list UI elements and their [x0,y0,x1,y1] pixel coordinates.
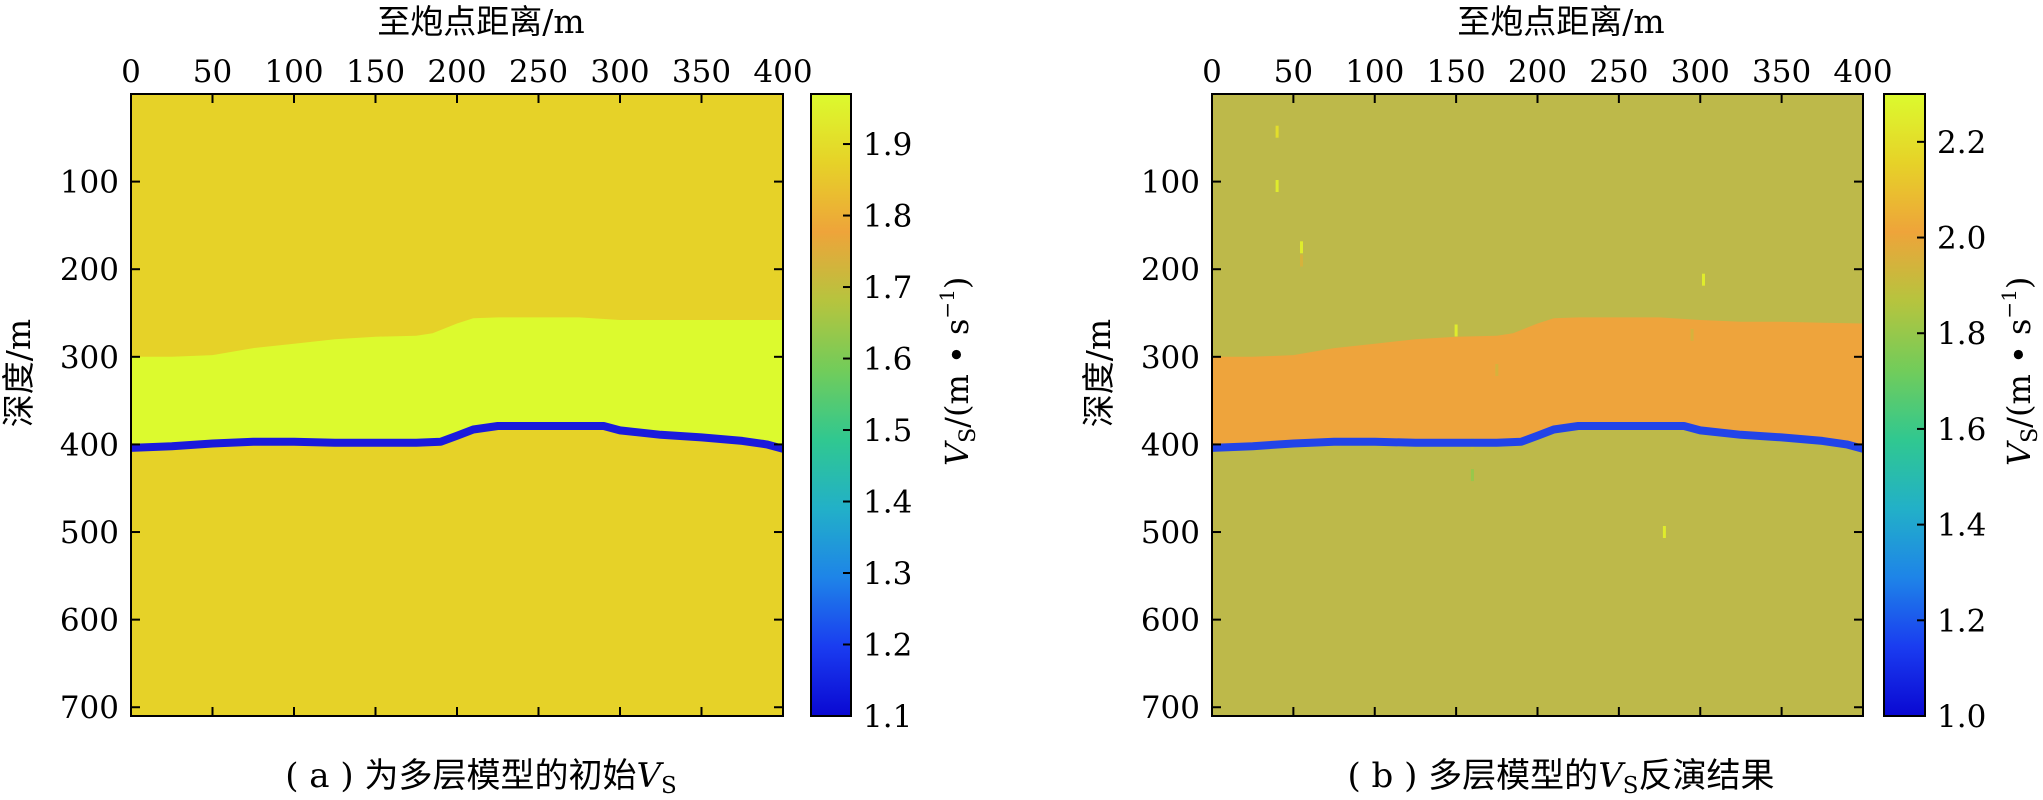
colorbar-b [1883,93,1926,717]
low-velocity-line [1211,422,1865,453]
y-tick-label: 500 [60,515,119,551]
plot-area-a [130,93,785,717]
x-tick-label: 150 [346,54,405,90]
y-tick-label: 400 [60,427,119,463]
x-tick-label: 0 [121,54,141,90]
x-tick-label: 200 [1508,54,1567,90]
inversion-artifact [1702,273,1705,286]
colorbar-ticks-b: 1.0 1.2 1.4 1.6 1.8 2.0 2.2 [1917,125,1986,735]
colorbar-tick-label: 1.1 [863,699,912,735]
colorbar-label-a: VS/(m • s−1) [935,277,981,466]
x-tick-label: 50 [193,54,232,90]
inversion-artifact [1454,324,1458,337]
y-axis-title: 深度/m [0,319,38,427]
colorbar-tick-label: 1.4 [863,485,912,521]
colorbar-ticks-a: 1.1 1.2 1.3 1.4 1.5 1.6 1.7 1.8 1.9 [843,127,912,735]
x-tick-label: 350 [672,54,731,90]
x-tick-label: 400 [753,54,812,90]
x-tick-label: 300 [590,54,649,90]
inversion-artifact [1300,241,1303,254]
x-tick-label: 100 [264,54,323,90]
x-tick-label: 150 [1427,54,1486,90]
colorbar-tick-label: 1.6 [863,342,912,378]
x-ticks-b: 0 50 100 150 200 250 300 350 400 [1202,54,1893,716]
colorbar-tick-label: 1.6 [1937,412,1986,448]
colorbar-tick-label: 2.0 [1937,221,1986,257]
y-tick-label: 400 [1141,427,1200,463]
y-tick-label: 100 [1141,165,1200,201]
plot-area-b [1211,93,1865,717]
caption-b: ( b ) 多层模型的VS反演结果 [1347,756,1774,799]
inversion-artifact [1495,364,1499,376]
x-tick-label: 250 [509,54,568,90]
x-axis-title: 至炮点距离/m [377,2,584,41]
y-tick-label: 200 [1141,252,1200,288]
x-tick-label: 200 [427,54,486,90]
colorbar-tick-label: 1.8 [1937,316,1986,352]
colorbar-label-b: VS/(m • s−1) [1997,277,2043,466]
colorbar-tick-label: 1.5 [863,413,912,449]
colorbar-a [810,93,852,717]
y-tick-label: 700 [1141,690,1200,726]
colorbar-tick-label: 1.0 [1937,699,1986,735]
y-tick-label: 300 [1141,340,1200,376]
y-ticks-a: 100 200 300 400 500 600 700 [60,165,783,726]
x-tick-label: 0 [1202,54,1222,90]
caption-a: ( a ) 为多层模型的初始VS [285,756,677,799]
y-ticks-b: 100 200 300 400 500 600 700 [1141,165,1863,726]
y-tick-label: 500 [1141,515,1200,551]
high-velocity-layer [131,317,783,449]
x-tick-label: 250 [1589,54,1648,90]
high-velocity-layer [1212,317,1863,449]
panel-a: 至炮点距离/m 深度/m 0 50 100 150 200 250 300 350 400 10… [0,2,981,799]
inversion-artifact [1690,328,1694,341]
colorbar-tick-label: 1.4 [1937,508,1986,544]
x-tick-label: 50 [1274,54,1313,90]
y-tick-label: 300 [60,340,119,376]
x-tick-label: 100 [1345,54,1404,90]
colorbar-tick-label: 1.2 [863,628,912,664]
inversion-artifact [1275,125,1279,138]
inversion-artifact [1470,469,1474,482]
inversion-artifact [1300,254,1303,267]
colorbar-gradient [810,93,852,717]
y-tick-label: 600 [60,603,119,639]
colorbar-tick-label: 1.3 [863,556,912,592]
colorbar-tick-label: 1.9 [863,127,912,163]
y-tick-label: 600 [1141,603,1200,639]
y-tick-label: 200 [60,252,119,288]
x-axis-title: 至炮点距离/m [1457,2,1664,41]
low-velocity-line [130,422,785,453]
panel-b: 至炮点距离/m 深度/m 0 50 100 150 200 250 300 350 400 10… [1079,2,2043,799]
colorbar-tick-label: 1.7 [863,270,912,306]
colorbar-gradient [1883,93,1926,717]
x-tick-label: 300 [1671,54,1730,90]
inversion-artifact [1275,180,1279,192]
y-tick-label: 100 [60,165,119,201]
colorbar-tick-label: 1.2 [1937,603,1986,639]
y-axis-title: 深度/m [1079,319,1118,427]
x-tick-label: 400 [1833,54,1892,90]
colorbar-tick-label: 1.8 [863,199,912,235]
x-tick-label: 350 [1752,54,1811,90]
inversion-artifact [1662,526,1666,538]
colorbar-tick-label: 2.2 [1937,125,1986,161]
y-tick-label: 700 [60,690,119,726]
x-ticks-a: 0 50 100 150 200 250 300 350 400 [121,54,813,716]
